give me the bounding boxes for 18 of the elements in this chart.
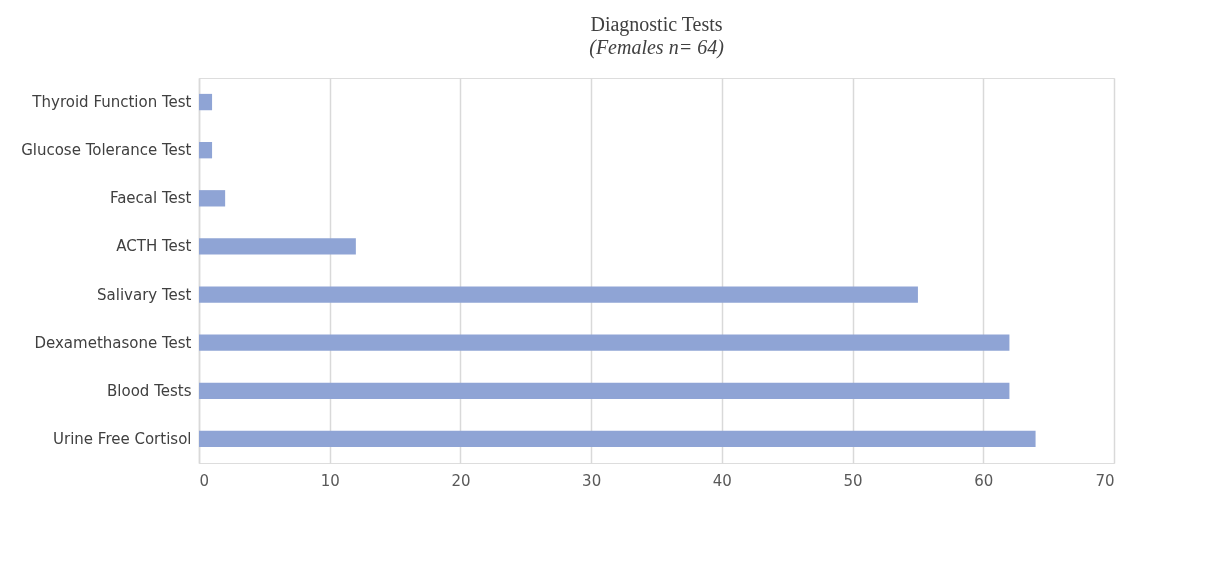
x-tick-label: 30 (582, 471, 602, 490)
y-tick-label: Blood Tests (107, 381, 192, 400)
y-tick-label: Glucose Tolerance Test (21, 141, 192, 160)
chart-subtitle: (Females n= 64) (589, 36, 725, 59)
x-tick-label: 50 (843, 471, 863, 490)
x-tick-label: 70 (1095, 471, 1115, 490)
chart-title: Diagnostic Tests (590, 13, 723, 36)
x-tick-label: 0 (199, 471, 210, 490)
y-tick-label: Faecal Test (109, 189, 192, 208)
x-tick-label: 10 (320, 471, 340, 490)
x-tick-label: 40 (712, 471, 732, 490)
x-tick-label: 60 (974, 471, 994, 490)
y-tick-label: Salivary Test (97, 285, 192, 304)
x-tick-label: 20 (451, 471, 471, 490)
y-tick-label: Thyroid Function Test (31, 93, 192, 112)
y-tick-label: ACTH Test (116, 237, 192, 256)
y-tick-label: Dexamethasone Test (34, 333, 192, 352)
y-tick-label: Urine Free Cortisol (53, 429, 192, 448)
